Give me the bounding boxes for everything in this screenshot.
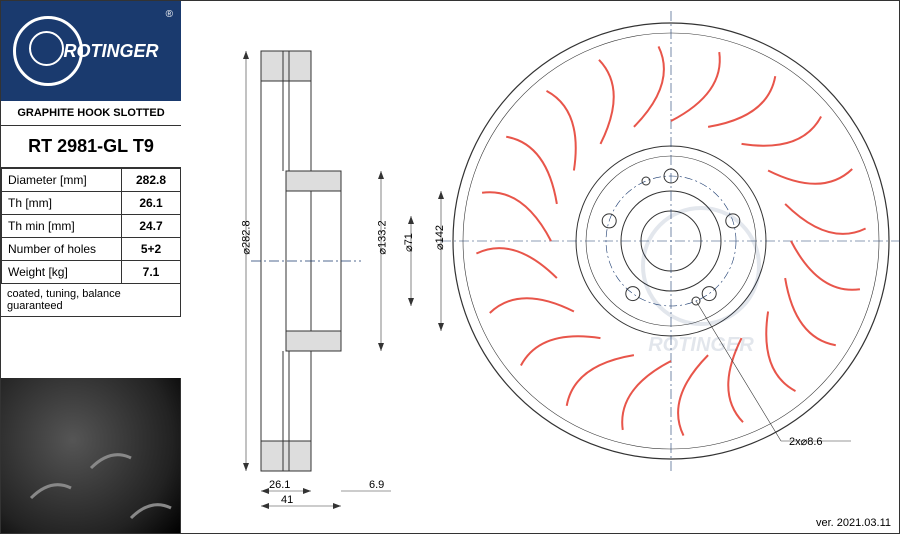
spec-panel: ROTINGER ® GRAPHITE HOOK SLOTTED RT 2981…: [1, 1, 181, 533]
table-row: Weight [kg]7.1: [2, 261, 181, 284]
spec-table: Diameter [mm]282.8 Th [mm]26.1 Th min [m…: [1, 168, 181, 284]
part-number: RT 2981-GL T9: [1, 126, 181, 168]
dim-hub-diameter: ⌀133.2: [376, 220, 389, 254]
technical-drawing: ROTINGER: [181, 1, 900, 535]
dim-offset: 6.9: [369, 479, 384, 491]
dim-pitch: ⌀142: [433, 225, 446, 250]
registered-mark: ®: [166, 9, 173, 20]
watermark-logo: ROTINGER: [601, 181, 801, 381]
table-row: Diameter [mm]282.8: [2, 169, 181, 192]
product-photo: [1, 378, 181, 533]
table-row: Number of holes5+2: [2, 238, 181, 261]
side-view: [243, 51, 444, 509]
table-row: Th min [mm]24.7: [2, 215, 181, 238]
dim-hub-depth: 41: [281, 494, 293, 506]
dim-bore: ⌀71: [402, 233, 415, 252]
product-note: coated, tuning, balance guaranteed: [1, 284, 181, 317]
product-subtitle: GRAPHITE HOOK SLOTTED: [1, 101, 181, 126]
dim-hole-callout: 2x⌀8.6: [789, 435, 823, 448]
version-label: ver. 2021.03.11: [816, 517, 891, 529]
brand-logo: ROTINGER ®: [1, 1, 181, 101]
dim-thickness: 26.1: [269, 479, 290, 491]
dim-outer-diameter: ⌀282.8: [240, 220, 253, 254]
table-row: Th [mm]26.1: [2, 192, 181, 215]
